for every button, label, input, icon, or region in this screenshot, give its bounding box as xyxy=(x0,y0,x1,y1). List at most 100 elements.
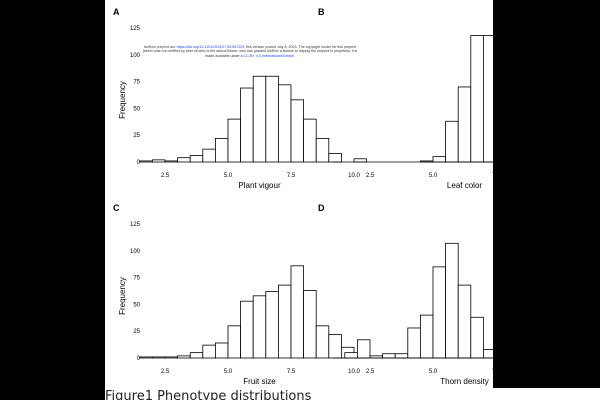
y-tick-label: 75 xyxy=(133,276,140,282)
histogram-bar xyxy=(290,265,305,359)
y-tick-label: 75 xyxy=(133,80,140,86)
histogram-bar xyxy=(303,118,317,163)
panel-label: A xyxy=(113,7,120,17)
histogram-bar xyxy=(252,75,267,163)
x-tick-label: 5.0 xyxy=(429,173,438,179)
y-tick-label: 125 xyxy=(130,26,141,32)
histogram-bar xyxy=(482,35,493,163)
y-tick-label: 0 xyxy=(137,160,141,166)
histogram-bar xyxy=(164,356,179,359)
histogram-bar xyxy=(445,120,459,163)
histogram-bar xyxy=(344,352,358,359)
x-tick-label: 5.0 xyxy=(224,173,233,179)
panel-label: B xyxy=(318,7,325,17)
histogram-bar xyxy=(353,158,368,163)
x-tick-label: 7.5 xyxy=(287,173,296,179)
histogram-bar xyxy=(328,334,342,359)
histogram-bar xyxy=(252,295,267,359)
histogram-bar xyxy=(265,75,279,163)
y-tick-label: 125 xyxy=(130,222,141,228)
histogram-bar xyxy=(215,342,229,359)
y-axis-label: Frequency xyxy=(118,277,127,315)
x-axis-label-leaf-color: Leaf color xyxy=(447,181,482,190)
histogram-bar xyxy=(215,138,229,163)
y-axis-label: Frequency xyxy=(118,81,127,119)
x-tick-label: 5.0 xyxy=(224,369,233,375)
histogram-bar xyxy=(356,339,371,359)
histogram-bar xyxy=(457,86,472,163)
histogram-bar xyxy=(432,266,447,359)
histogram-bar xyxy=(394,353,409,359)
y-tick-label: 0 xyxy=(137,356,141,362)
histogram-bar xyxy=(164,160,179,163)
histogram-bar xyxy=(240,300,254,359)
preprint-notice-line3b: . xyxy=(293,53,295,58)
histogram-bar xyxy=(277,84,292,163)
histogram-bar xyxy=(470,35,484,163)
figure-caption: Figure1 Phenotype distributions xyxy=(105,389,312,400)
panel-a: A 2.5 5.0 7.5 10.0 0 25 50 75 100 125 Frequency Plan… xyxy=(113,7,368,190)
y-tick-label: 100 xyxy=(130,249,141,255)
x-axis-label-plant-vigour: Plant vigour xyxy=(238,181,281,190)
x-tick-label: 10.0 xyxy=(348,173,360,179)
preprint-notice: bioRxiv preprint doi: https://doi.org/10… xyxy=(125,45,375,58)
figure-page: A 2.5 5.0 7.5 10.0 0 25 50 75 100 125 Frequency Plan… xyxy=(105,0,493,388)
histogram-bar xyxy=(152,159,166,163)
histogram-bar xyxy=(482,349,493,359)
histogram-bar xyxy=(189,155,204,163)
panel-d: D 2.5 5.0 7.5 10.0 Thorn density xyxy=(318,203,493,386)
x-tick-label: 2.5 xyxy=(366,173,375,179)
histogram-bar xyxy=(457,284,472,359)
histogram-bar xyxy=(470,316,484,359)
y-tick-label: 25 xyxy=(133,329,140,335)
histogram-bar xyxy=(177,157,191,163)
caption-area: Figure1 Phenotype distributions xyxy=(105,388,600,400)
preprint-notice-line1: bioRxiv preprint doi: xyxy=(143,45,177,49)
x-tick-label: 2.5 xyxy=(161,173,170,179)
preprint-notice-line1b: ; this version posted July 8, 2023. The … xyxy=(244,45,357,49)
histogram-bar xyxy=(139,356,153,359)
histogram-bar xyxy=(419,314,434,359)
histogram-bar xyxy=(382,353,396,359)
figure-panels: A 2.5 5.0 7.5 10.0 0 25 50 75 100 125 Frequency Plan… xyxy=(113,7,493,386)
y-tick-label: 100 xyxy=(130,53,141,59)
preprint-license-link[interactable]: CC-BY 4.0 International license xyxy=(243,53,294,58)
x-tick-label: 2.5 xyxy=(161,369,170,375)
panel-b: B 2.5 5.0 7.5 10.0 Leaf color xyxy=(318,7,493,190)
x-tick-label: 2.5 xyxy=(366,369,375,375)
x-axis-label-fruit-size: Fruit size xyxy=(243,377,276,386)
panel-label: C xyxy=(113,203,120,213)
panel-c: C 2.5 5.0 7.5 10.0 0 25 50 75 100 125 Frequency Frui… xyxy=(113,203,368,386)
histogram-bar xyxy=(407,327,421,359)
histogram-bar xyxy=(277,284,292,359)
histogram-bar xyxy=(177,355,191,359)
x-axis-label-thorn-density: Thorn density xyxy=(440,377,488,386)
y-tick-label: 25 xyxy=(133,133,140,139)
histogram-bar xyxy=(432,156,447,163)
histogram-bar xyxy=(202,148,216,163)
histogram-bar xyxy=(315,138,330,163)
preprint-notice-line3a: made available under a xyxy=(205,53,243,58)
histogram-bar xyxy=(315,325,330,359)
histogram-bar xyxy=(227,325,242,359)
panel-label: D xyxy=(318,203,325,213)
histogram-bar xyxy=(139,160,153,163)
x-tick-label: 5.0 xyxy=(429,369,438,375)
histogram-bar xyxy=(445,242,459,359)
x-tick-label: 10.0 xyxy=(348,369,360,375)
histogram-bar xyxy=(328,153,342,163)
preprint-doi-link[interactable]: https://doi.org/10.1101/2023.07.05.54722… xyxy=(176,45,245,49)
y-tick-label: 50 xyxy=(133,106,140,112)
histogram-bar xyxy=(265,291,279,359)
histogram-bar xyxy=(290,99,305,163)
x-tick-label: 7.5 xyxy=(492,369,493,375)
x-tick-label: 7.5 xyxy=(287,369,296,375)
histogram-bar xyxy=(240,87,254,163)
x-tick-label: 7.5 xyxy=(492,173,493,179)
histogram-bar xyxy=(202,344,216,359)
histogram-bar xyxy=(189,352,204,359)
histogram-bar xyxy=(303,290,317,359)
histogram-bar xyxy=(227,118,242,163)
y-tick-label: 50 xyxy=(133,302,140,308)
preprint-notice-line2: (which was not certified by peer review)… xyxy=(142,49,358,54)
